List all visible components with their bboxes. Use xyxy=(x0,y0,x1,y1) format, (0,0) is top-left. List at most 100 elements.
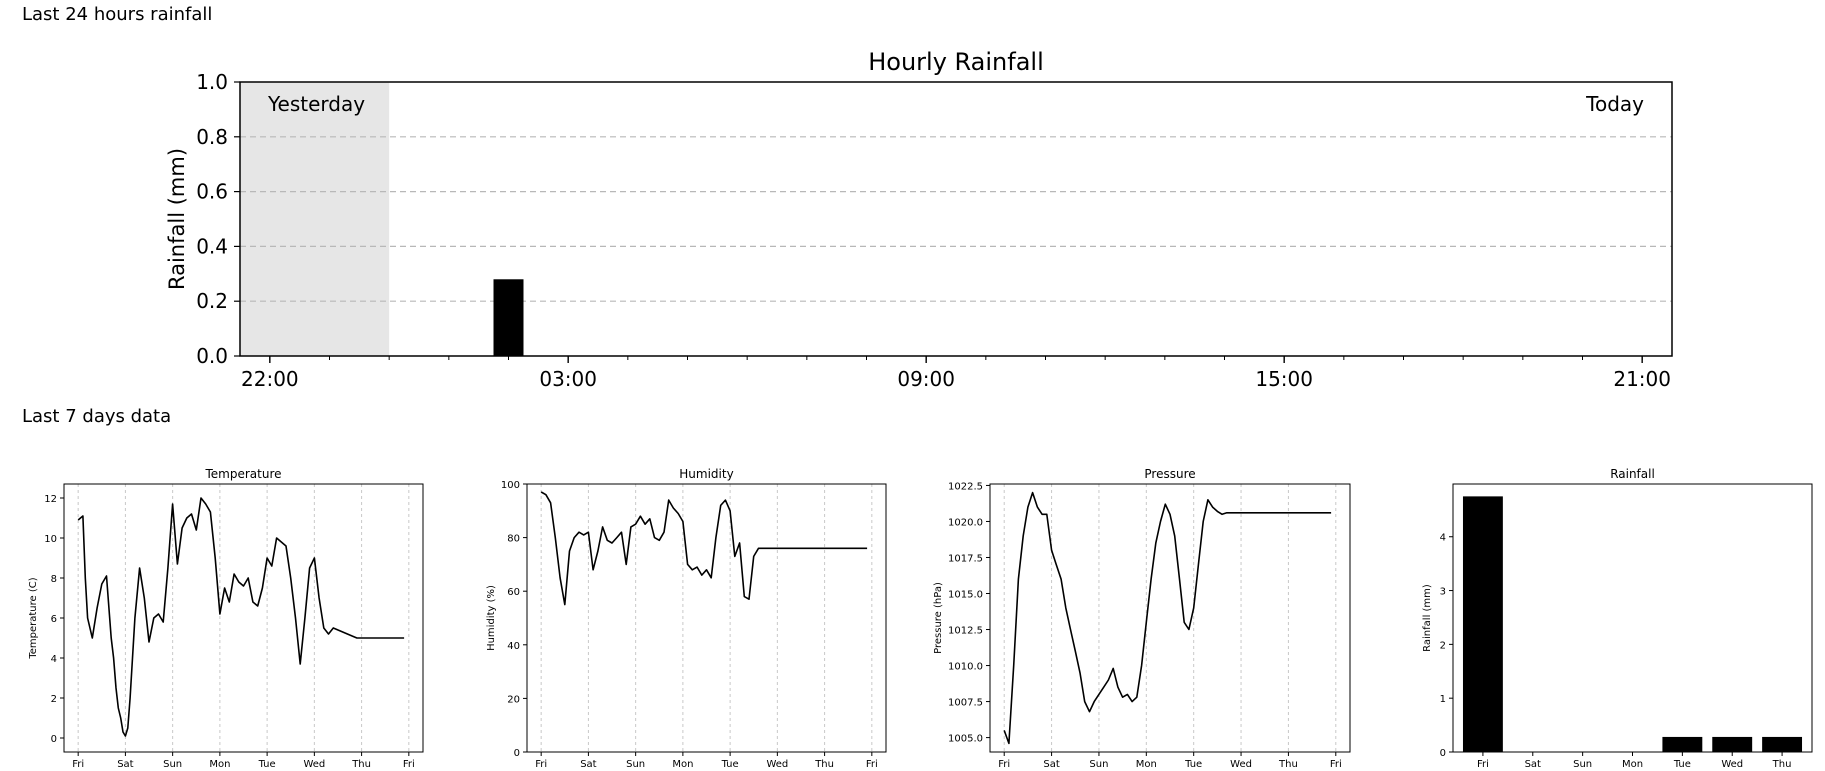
chart-title: Pressure xyxy=(1144,467,1195,481)
y-tick-label: 1015.0 xyxy=(948,590,983,601)
y-axis-label: Rainfall (mm) xyxy=(1422,584,1433,652)
plot-frame xyxy=(989,483,1351,753)
x-tick-label: Mon xyxy=(209,759,230,770)
y-tick-label: 60 xyxy=(507,587,520,598)
series-line xyxy=(540,491,868,606)
x-tick-label: Sat xyxy=(1525,759,1541,770)
x-tick-label: 15:00 xyxy=(1255,367,1313,391)
y-tick-label: 4 xyxy=(51,654,57,665)
y-tick-label: 1012.5 xyxy=(948,626,983,637)
y-axis-label: Humidity (%) xyxy=(486,585,497,651)
x-tick-label: Fri xyxy=(1477,759,1489,770)
y-tick-label: 4 xyxy=(1440,533,1446,544)
rainfall-bar xyxy=(493,279,524,356)
x-tick-label: Sat xyxy=(117,759,133,770)
y-tick-label: 0 xyxy=(51,734,57,745)
y-tick-label: 1007.5 xyxy=(948,698,983,709)
y-tick-label: 1020.0 xyxy=(948,517,983,528)
y-tick-label: 2 xyxy=(51,694,57,705)
x-tick-label: 22:00 xyxy=(241,367,299,391)
x-tick-label: Tue xyxy=(1184,759,1202,770)
x-tick-label: Mon xyxy=(672,759,693,770)
y-tick-label: 20 xyxy=(507,694,520,705)
section-title-7d: Last 7 days data xyxy=(22,406,172,427)
y-axis-label: Rainfall (mm) xyxy=(165,148,189,290)
chart-title: Rainfall xyxy=(1610,467,1655,481)
x-tick-label: Wed xyxy=(1230,759,1252,770)
x-tick-label: Wed xyxy=(1721,759,1743,770)
chart-title: Temperature xyxy=(204,467,281,481)
y-tick-label: 0 xyxy=(514,748,520,759)
x-tick-label: 03:00 xyxy=(539,367,597,391)
rainfall-bar xyxy=(1462,496,1503,752)
rainfall-bar xyxy=(1762,736,1803,752)
y-tick-label: 0.2 xyxy=(196,289,228,313)
y-tick-label: 0.4 xyxy=(196,234,228,258)
x-tick-label: Sat xyxy=(1043,759,1059,770)
x-tick-label: Wed xyxy=(303,759,325,770)
plot-frame xyxy=(526,483,887,753)
y-tick-label: 0 xyxy=(1440,748,1446,759)
rainfall-bar xyxy=(1712,736,1753,752)
x-tick-label: Thu xyxy=(814,759,834,770)
x-tick-label: Thu xyxy=(1772,759,1792,770)
x-tick-label: Mon xyxy=(1136,759,1157,770)
x-tick-label: 21:00 xyxy=(1613,367,1671,391)
y-tick-label: 2 xyxy=(1440,640,1446,651)
x-tick-label: Sun xyxy=(1573,759,1592,770)
y-tick-label: 0.0 xyxy=(196,344,228,368)
y-tick-label: 12 xyxy=(44,494,57,505)
x-tick-label: Sun xyxy=(163,759,182,770)
x-tick-label: Tue xyxy=(1673,759,1691,770)
series-line xyxy=(77,497,405,737)
series-line xyxy=(1003,491,1332,745)
x-tick-label: Fri xyxy=(998,759,1010,770)
yesterday-shade xyxy=(240,82,390,356)
y-tick-label: 40 xyxy=(507,641,520,652)
plot-frame xyxy=(1452,483,1813,753)
y-axis-label: Temperature (C) xyxy=(28,577,39,659)
x-tick-label: Sat xyxy=(580,759,596,770)
x-tick-label: Fri xyxy=(535,759,547,770)
y-tick-label: 3 xyxy=(1440,587,1446,598)
x-tick-label: Tue xyxy=(721,759,739,770)
chart-title: Humidity xyxy=(679,467,733,481)
chart-title: Hourly Rainfall xyxy=(868,48,1044,76)
y-tick-label: 0.6 xyxy=(196,180,228,204)
y-tick-label: 1017.5 xyxy=(948,553,983,564)
x-tick-label: Sun xyxy=(1089,759,1108,770)
y-tick-label: 10 xyxy=(44,534,57,545)
x-tick-label: Sun xyxy=(626,759,645,770)
x-tick-label: Thu xyxy=(351,759,371,770)
y-tick-label: 1022.5 xyxy=(948,481,983,492)
y-tick-label: 1.0 xyxy=(196,70,228,94)
yesterday-label: Yesterday xyxy=(267,92,365,116)
hourly-rainfall-chart: 0.0 0.2 0.4 0.6 0.8 1.0 22:00 03:00 09:00 15:00 21… xyxy=(165,48,1673,391)
y-tick-label: 1 xyxy=(1440,694,1446,705)
x-tick-label: Tue xyxy=(258,759,276,770)
y-tick-label: 100 xyxy=(501,480,520,491)
x-tick-label: Thu xyxy=(1278,759,1298,770)
y-tick-label: 8 xyxy=(51,574,57,585)
x-tick-label: Wed xyxy=(766,759,788,770)
x-tick-label: Mon xyxy=(1622,759,1643,770)
x-tick-label: 09:00 xyxy=(897,367,955,391)
x-tick-label: Fri xyxy=(403,759,415,770)
y-axis-label: Pressure (hPa) xyxy=(933,582,944,654)
y-tick-label: 80 xyxy=(507,534,520,545)
x-tick-label: Fri xyxy=(1330,759,1342,770)
x-tick-label: Fri xyxy=(72,759,84,770)
x-tick-label: Fri xyxy=(866,759,878,770)
y-tick-label: 0.8 xyxy=(196,125,228,149)
y-tick-label: 1005.0 xyxy=(948,734,983,745)
rainfall-bar xyxy=(1662,736,1703,752)
section-title-24h: Last 24 hours rainfall xyxy=(22,4,213,25)
y-tick-label: 6 xyxy=(51,614,57,625)
y-tick-label: 1010.0 xyxy=(948,662,983,673)
plot-frame xyxy=(239,81,1673,357)
today-label: Today xyxy=(1585,92,1644,116)
